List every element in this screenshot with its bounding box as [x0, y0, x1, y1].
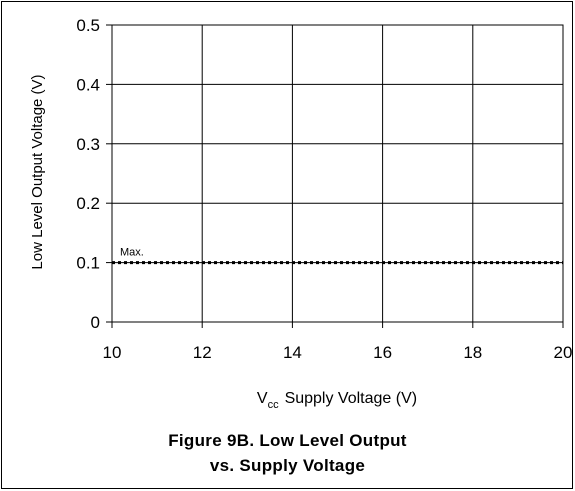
- y-tick-label: 0.1: [76, 254, 100, 273]
- axis-ticks: 10 12 14 16 18 20 0 0.1 0.2 0.3 0.4 0.5: [76, 16, 572, 362]
- x-axis-label-subscript: cc: [268, 399, 280, 411]
- chart-grid: [112, 25, 563, 322]
- y-tick-label: 0.3: [76, 135, 100, 154]
- x-tick-label: 14: [283, 343, 302, 362]
- figure-caption-line-1: Figure 9B. Low Level Output: [168, 431, 407, 450]
- x-tick-label: 12: [193, 343, 212, 362]
- figure-caption-line-2: vs. Supply Voltage: [209, 456, 366, 475]
- y-axis-label: Low Level Output Voltage (V): [29, 74, 46, 269]
- y-tick-label: 0.4: [76, 75, 100, 94]
- plot-area: [111, 24, 564, 323]
- x-tick-label: 16: [373, 343, 392, 362]
- x-axis-label: Vcc Supply Voltage (V): [257, 390, 417, 411]
- x-tick-label: 10: [103, 343, 122, 362]
- series-label-max: Max.: [120, 247, 144, 259]
- series-layer: Max.: [112, 247, 563, 265]
- y-tick-label: 0.2: [76, 194, 100, 213]
- x-tick-label: 20: [554, 343, 573, 362]
- y-tick-label: 0.5: [76, 16, 100, 35]
- x-axis-label-symbol: V: [257, 390, 268, 407]
- x-axis-label-text: Supply Voltage (V): [285, 390, 418, 407]
- y-tick-label: 0: [91, 313, 100, 332]
- x-tick-label: 18: [463, 343, 482, 362]
